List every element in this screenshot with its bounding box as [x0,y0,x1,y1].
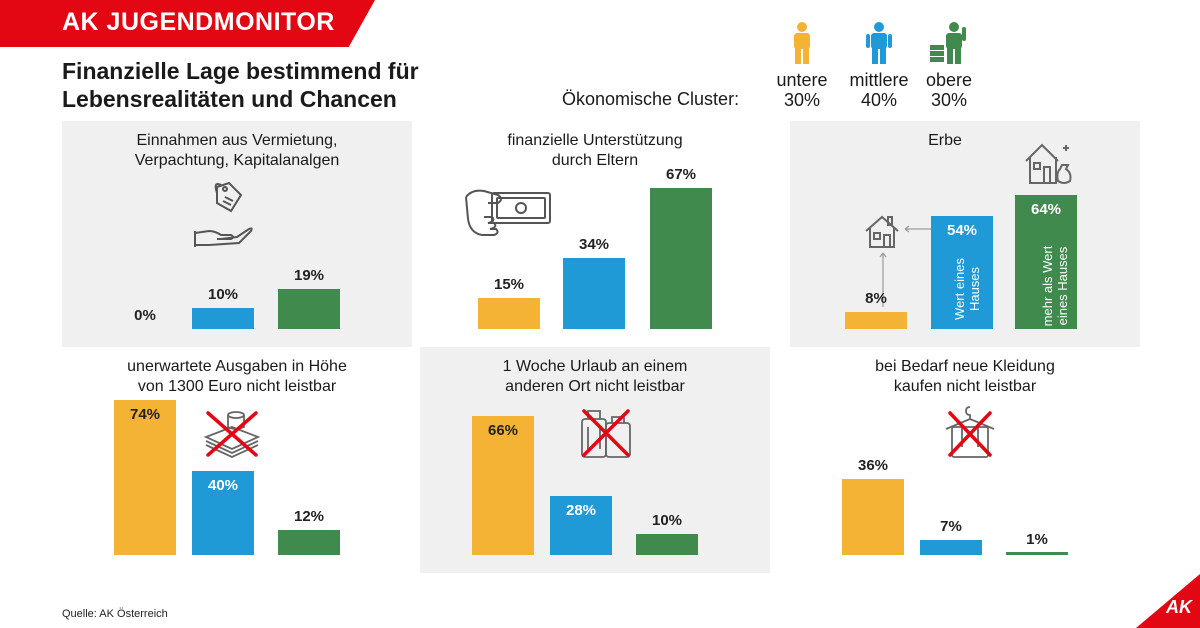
data-label: 40% [207,477,239,494]
chart-panel-eltern: finanzielle Unterstützung durch Eltern 1… [420,121,770,347]
data-label: 12% [293,507,325,525]
bar-annotation-line: Wert eines [952,258,967,320]
legend-item-untere: untere 30% [762,21,842,110]
panel-title-line: kaufen nicht leistbar [893,378,1037,395]
crossed-money-icon [203,411,261,458]
bar-mittlere [563,257,625,329]
crossed-shirt-icon [945,406,995,458]
bar-mittlere [550,496,612,555]
data-label: 28% [565,502,597,520]
brand-banner [0,0,375,47]
legend-share: 40% [860,90,898,110]
panel-title: Einnahmen aus Vermietung, Verpachtung, K… [62,131,412,171]
bar-obere [278,529,340,555]
chart-panel-vermietung: Einnahmen aus Vermietung, Verpachtung, K… [62,121,412,347]
ak-logo: AK [1166,597,1192,617]
data-label: 10% [207,286,239,303]
panel-title: finanzielle Unterstützung durch Eltern [420,131,770,171]
brand-title: AK JUGENDMONITOR [62,8,335,36]
panel-title-line: durch Eltern [551,152,639,169]
bar-untere [842,479,904,555]
legend-label: Ökonomische Cluster: [562,89,740,109]
data-label: 67% [665,166,697,184]
panel-title-line: Erbe [928,132,962,149]
legend-item-mittlere: mittlere 40% [839,21,919,110]
hand-with-price-tag-icon [194,181,253,247]
bar-obere [278,289,340,329]
chart-panel-urlaub: 1 Woche Urlaub an einem anderen Ort nich… [420,347,770,573]
bar-annotation-line: Hauses [967,266,982,312]
data-label: 66% [487,422,519,440]
bar-untere [472,416,534,555]
legend-name: untere [776,70,828,90]
bar-annotation-line: mehr als Wert [1040,245,1055,327]
legend-share: 30% [783,90,821,110]
person-icon [794,22,810,64]
headline-line-1: Finanzielle Lage bestimmend für [62,58,419,84]
bar-mittlere [192,308,254,329]
person-icon [866,22,892,64]
legend-name: obere [925,70,973,90]
chart-panel-erbe: Erbe 8% 54% 64% Wert e [790,121,1140,347]
person-with-money-icon [930,22,966,64]
data-label: 1% [1026,530,1048,548]
panel-title: Erbe [770,131,1120,151]
house-icon [865,215,899,248]
bar-obere [650,188,712,329]
hand-with-banknote-icon [465,189,551,236]
data-label: 7% [940,518,962,536]
legend-item-obere: obere 30% [909,21,989,110]
panel-title-line: unerwartete Ausgaben in Höhe [127,358,347,375]
page-headline: Finanzielle Lage bestimmend für Lebensre… [62,57,482,113]
headline-line-2: Lebensrealitäten und Chancen [62,86,397,112]
bar-mittlere [931,215,993,329]
panel-title-line: Einnahmen aus Vermietung, [136,132,338,149]
data-label: 0% [134,307,156,324]
data-label: 10% [651,512,683,529]
data-label: 74% [129,405,161,423]
arrow-connectors [879,225,931,307]
bar-obere [636,534,698,555]
legend-name: mittlere [849,70,909,90]
data-label: 54% [946,221,978,239]
chart-panel-kleidung: bei Bedarf neue Kleidung kaufen nicht le… [790,347,1140,573]
panel-title-line: bei Bedarf neue Kleidung [875,358,1055,375]
bar-annotation-haus: Wert eines Hauses [952,254,982,324]
panel-title-line: Verpachtung, Kapitalanalgen [134,152,340,169]
data-label: 36% [857,457,889,475]
house-with-money-bag-icon [1025,143,1072,184]
source-note: Quelle: AK Österreich [62,608,168,620]
bar-obere [1015,194,1077,329]
panel-title: bei Bedarf neue Kleidung kaufen nicht le… [790,357,1140,397]
bar-obere [1006,552,1068,555]
bar-untere [845,312,907,329]
chart-panel-ausgaben: unerwartete Ausgaben in Höhe von 1300 Eu… [62,347,412,573]
panel-title: 1 Woche Urlaub an einem anderen Ort nich… [420,357,770,397]
bar-mittlere [920,540,982,555]
panel-title-line: 1 Woche Urlaub an einem [502,358,688,375]
data-label: 19% [293,267,325,285]
bar-annotation-mehr-haus: mehr als Wert eines Hauses [1040,241,1070,331]
crossed-suitcase-icon [581,409,631,458]
legend-share: 30% [930,90,968,110]
bar-annotation-line: eines Hauses [1055,246,1070,326]
data-label: 8% [865,290,887,308]
bar-mittlere [192,471,254,555]
panel-title-line: anderen Ort nicht leistbar [505,378,685,395]
panel-title-line: von 1300 Euro nicht leistbar [137,378,337,395]
data-label: 34% [578,235,610,253]
data-label: 64% [1030,200,1062,218]
panel-title-line: finanzielle Unterstützung [507,132,683,149]
bar-untere [478,297,540,329]
bar-untere [114,399,176,555]
panel-title: unerwartete Ausgaben in Höhe von 1300 Eu… [62,357,412,397]
data-label: 15% [493,275,525,293]
